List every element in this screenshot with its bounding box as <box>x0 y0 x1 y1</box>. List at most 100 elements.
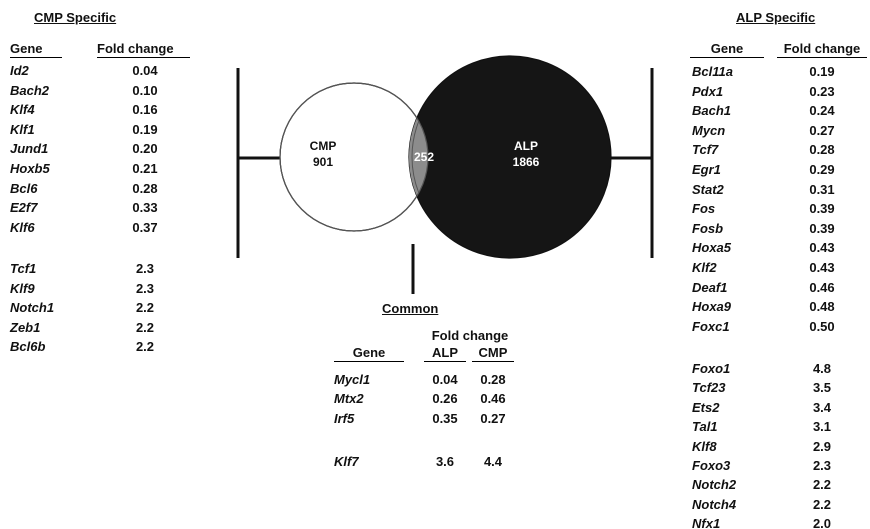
overlap-inner-arc <box>411 83 428 231</box>
alp-gene-name: Nfx1 <box>692 516 721 529</box>
alp-gene-name: Hoxa9 <box>692 299 732 315</box>
common-alp-value: 3.6 <box>435 454 455 469</box>
alp-fold-value: 0.43 <box>809 240 835 256</box>
cmp-fold-value: 2.3 <box>135 280 155 296</box>
cmp-fold-value: 2.3 <box>135 261 155 276</box>
alp-gene-name: Fos <box>692 201 716 217</box>
cmp-fold-value: 0.04 <box>132 63 158 78</box>
alp-gene-name: Egr1 <box>692 162 721 177</box>
alp-fold-value: 0.27 <box>809 122 835 138</box>
alp-fold-value: 0.28 <box>809 142 835 158</box>
alp-fold-value: 0.24 <box>809 103 835 119</box>
alp-gene-name: Ets2 <box>692 399 720 415</box>
alp-gene-name: Tcf7 <box>692 142 719 158</box>
alp-gene-name: Notch2 <box>692 477 737 493</box>
cmp-gene-name: Tcf1 <box>10 261 37 276</box>
cmp-gene-name: Notch1 <box>10 300 55 316</box>
alp-fold-value: 0.39 <box>809 201 835 217</box>
alp-gene-name: Foxo1 <box>692 361 731 376</box>
cmp-fold-value: 2.2 <box>135 339 155 355</box>
cmp-fold-value: 0.19 <box>132 121 158 137</box>
alp-fold-value: 2.3 <box>812 458 832 473</box>
alp-gene-header: Gene <box>690 41 764 58</box>
common-gene-header: Gene <box>334 345 404 362</box>
alp-gene-name: Tal1 <box>692 419 718 435</box>
alp-gene-name: Foxc1 <box>692 318 730 334</box>
alp-gene-name: Hoxa5 <box>692 240 732 256</box>
cmp-gene-name: Klf1 <box>10 121 35 137</box>
cmp-gene-header: Gene <box>10 41 62 58</box>
alp-fold-value: 2.2 <box>812 496 832 512</box>
common-gene-name: Mycl1 <box>334 372 371 387</box>
alp-specific-title: ALP Specific <box>736 10 816 25</box>
cmp-gene-name: Hoxb5 <box>10 161 50 176</box>
alp-fold-value: 0.23 <box>809 83 835 99</box>
cmp-fold-header: Fold change <box>97 41 190 58</box>
alp-fold-value: 0.31 <box>809 181 835 197</box>
alp-fold-value: 2.2 <box>812 477 832 493</box>
cmp-gene-name: Bcl6 <box>10 180 38 196</box>
alp-gene-name: Klf8 <box>692 438 717 454</box>
alp-gene-name: Mycn <box>692 122 726 138</box>
common-gene-name: Mtx2 <box>334 391 364 407</box>
alp-fold-value: 0.46 <box>809 279 835 295</box>
alp-gene-name: Fosb <box>692 220 724 236</box>
cmp-gene-name: Klf6 <box>10 219 35 235</box>
alp-gene-name: Deaf1 <box>692 279 728 295</box>
cmp-fold-value: 0.20 <box>132 141 158 157</box>
common-cmp-value: 0.28 <box>480 372 506 387</box>
alp-gene-name: Klf2 <box>692 260 717 275</box>
common-gene-name: Klf7 <box>334 454 359 469</box>
venn-overlap-count: 252 <box>414 150 434 164</box>
common-alp-value: 0.35 <box>432 410 458 426</box>
cmp-fold-value: 0.21 <box>132 161 158 176</box>
venn-alp-label: ALP <box>514 139 538 153</box>
common-alp-value: 0.04 <box>432 372 458 387</box>
cmp-gene-name: Bcl6b <box>10 339 46 355</box>
alp-fold-value: 0.50 <box>809 318 835 334</box>
alp-fold-value: 2.0 <box>812 516 832 529</box>
alp-fold-value: 0.39 <box>809 220 835 236</box>
venn-cmp-label: CMP <box>310 139 337 153</box>
cmp-circle <box>279 82 429 232</box>
alp-fold-value: 0.19 <box>809 64 835 79</box>
alp-fold-value: 3.1 <box>812 419 832 435</box>
alp-gene-name: Bcl11a <box>692 64 733 79</box>
common-cmp-header: CMP <box>472 345 514 362</box>
cmp-specific-title: CMP Specific <box>34 10 117 25</box>
alp-gene-name: Pdx1 <box>692 83 724 99</box>
cmp-gene-name: Klf4 <box>10 102 35 118</box>
cmp-fold-value: 2.2 <box>135 319 155 335</box>
alp-fold-value: 2.9 <box>812 438 832 454</box>
alp-fold-value: 0.43 <box>809 260 835 275</box>
alp-gene-name: Foxo3 <box>692 458 731 473</box>
alp-fold-value: 3.5 <box>812 380 832 396</box>
cmp-fold-value: 0.10 <box>132 82 158 98</box>
venn-cmp-count: 901 <box>313 155 333 169</box>
common-cmp-value: 0.46 <box>480 391 506 407</box>
cmp-gene-name: E2f7 <box>10 200 38 216</box>
alp-fold-value: 0.48 <box>809 299 835 315</box>
alp-fold-header: Fold change <box>777 41 867 58</box>
cmp-fold-value: 0.33 <box>132 200 158 216</box>
common-fold-header: Fold change <box>431 328 509 343</box>
alp-circle <box>408 55 612 259</box>
common-cmp-value: 4.4 <box>483 454 503 469</box>
cmp-fold-value: 0.16 <box>132 102 158 118</box>
cmp-fold-value: 0.37 <box>132 219 158 235</box>
alp-gene-name: Bach1 <box>692 103 732 119</box>
common-alp-header: ALP <box>424 345 466 362</box>
alp-gene-name: Notch4 <box>692 496 737 512</box>
cmp-fold-value: 0.28 <box>132 180 158 196</box>
cmp-gene-name: Id2 <box>10 63 29 78</box>
common-cmp-value: 0.27 <box>480 410 506 426</box>
alp-fold-value: 0.29 <box>809 162 835 177</box>
alp-fold-value: 4.8 <box>812 361 832 376</box>
alp-gene-name: Stat2 <box>692 181 724 197</box>
cmp-gene-name: Zeb1 <box>10 319 41 335</box>
cmp-outline <box>279 82 429 232</box>
alp-fold-value: 3.4 <box>812 399 832 415</box>
common-gene-name: Irf5 <box>334 410 355 426</box>
cmp-fold-value: 2.2 <box>135 300 155 316</box>
